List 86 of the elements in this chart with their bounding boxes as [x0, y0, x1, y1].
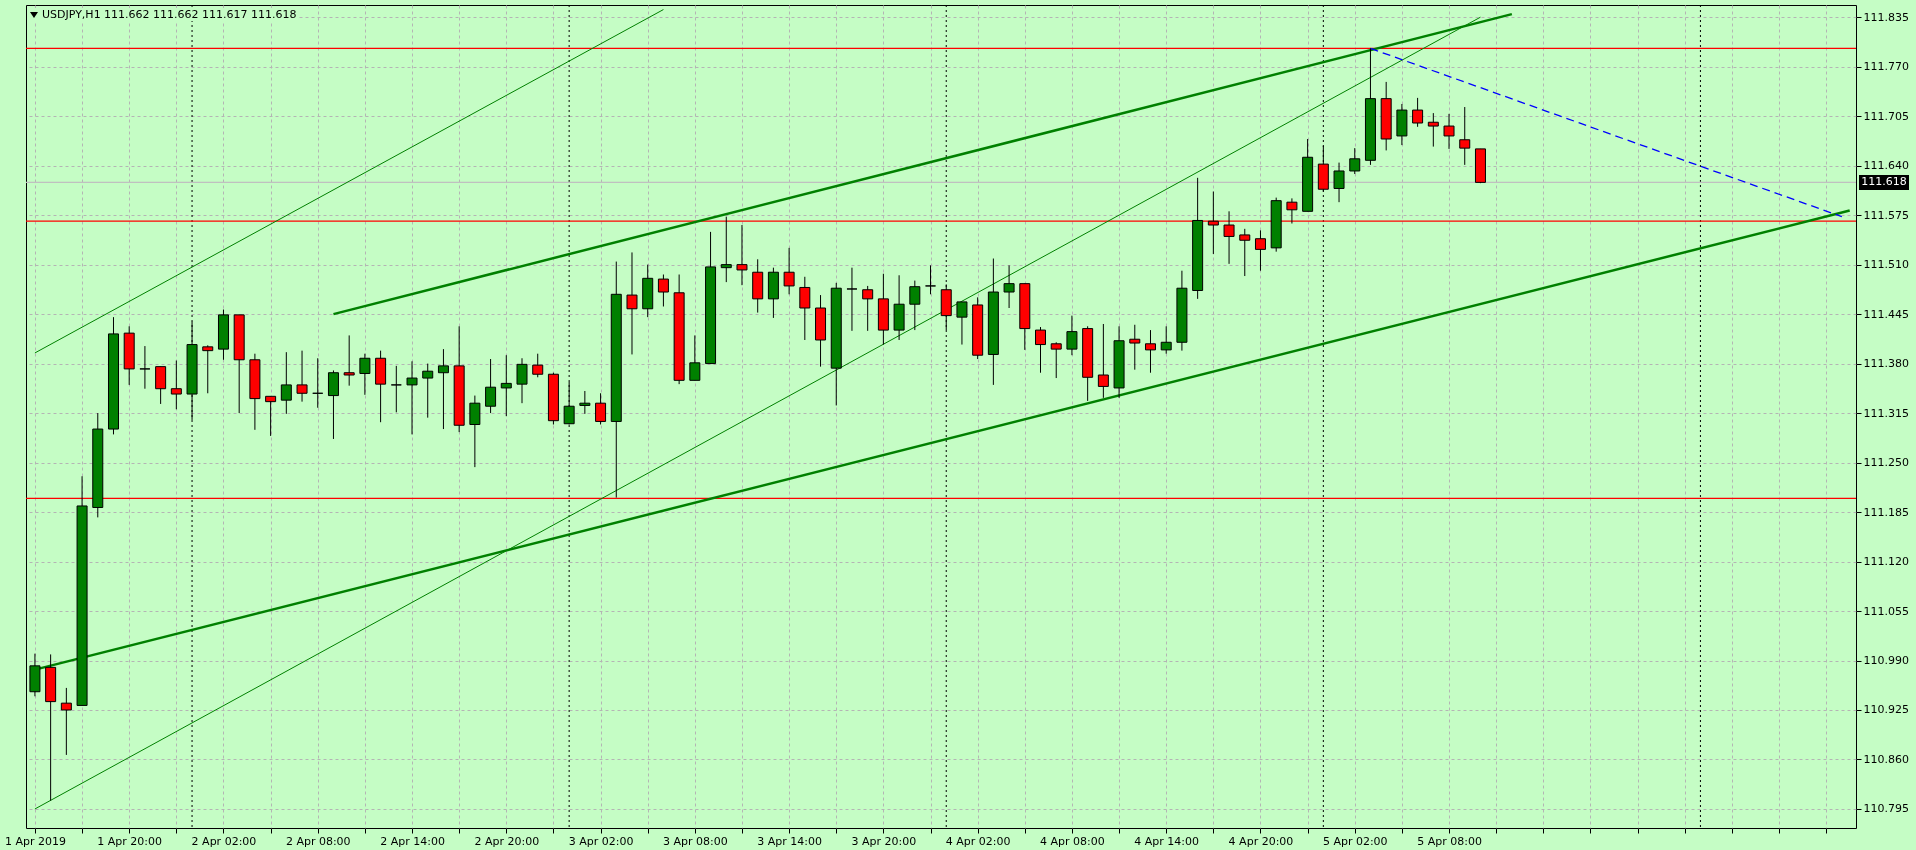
x-tick-label: 3 Apr 20:00: [851, 834, 917, 848]
y-tick-label: 111.315: [1863, 406, 1909, 420]
y-tick-label: 111.575: [1863, 208, 1909, 222]
candlestick: [516, 357, 528, 404]
chart-title: USDJPY,H1 111.662 111.662 111.617 111.618: [42, 8, 297, 21]
ref-line-label: 111.618: [1861, 175, 1907, 189]
candlestick: [925, 264, 937, 295]
candlestick: [202, 344, 214, 394]
candlestick: [657, 274, 669, 307]
candlestick: [1333, 162, 1345, 203]
candlestick: [359, 353, 371, 396]
candlestick: [1035, 326, 1047, 374]
x-tick-label: 1 Apr 2019: [4, 834, 66, 848]
candlestick: [485, 358, 497, 414]
candlestick: [783, 247, 795, 295]
y-tick-label: 111.770: [1863, 60, 1909, 74]
candlestick: [60, 687, 72, 756]
y-tick-label: 111.835: [1863, 10, 1909, 24]
candlestick: [139, 345, 151, 390]
y-tick-label: 111.055: [1863, 604, 1909, 618]
candlestick: [343, 334, 355, 387]
x-tick-label: 4 Apr 08:00: [1040, 834, 1105, 848]
candlestick: [155, 366, 167, 405]
candlestick: [862, 285, 874, 332]
candlestick: [1050, 341, 1062, 379]
candlestick: [909, 280, 921, 331]
y-tick-label: 110.795: [1863, 802, 1909, 816]
candlestick: [327, 369, 339, 440]
candlestick: [595, 392, 607, 425]
candlestick: [720, 216, 732, 283]
candlestick: [1254, 229, 1266, 272]
candlestick: [1066, 315, 1078, 356]
y-tick-label: 111.185: [1863, 505, 1909, 519]
candlestick: [1443, 113, 1455, 150]
y-tick-label: 111.445: [1863, 307, 1909, 321]
candlestick: [1097, 323, 1109, 399]
candlestick: [736, 224, 748, 286]
candlestick: [265, 395, 277, 437]
candlestick: [500, 354, 512, 417]
x-tick-label: 2 Apr 20:00: [474, 834, 540, 848]
x-tick-label: 3 Apr 14:00: [757, 834, 822, 848]
candlestick: [1349, 147, 1361, 175]
x-tick-label: 4 Apr 02:00: [945, 834, 1011, 848]
x-tick-label: 5 Apr 08:00: [1417, 834, 1482, 848]
x-tick-label: 4 Apr 20:00: [1228, 834, 1294, 848]
candlestick: [1145, 329, 1156, 374]
candlestick: [846, 267, 858, 332]
y-tick-label: 111.510: [1863, 258, 1909, 272]
candlestick: [170, 360, 182, 410]
x-tick-label: 2 Apr 14:00: [380, 834, 445, 848]
candlestick: [280, 351, 292, 415]
candlestick: [799, 276, 811, 341]
candlestick: [1129, 324, 1141, 371]
y-tick-label: 110.990: [1863, 654, 1909, 668]
candlestick: [956, 301, 968, 346]
x-tick-label: 3 Apr 02:00: [568, 834, 634, 848]
candlestick: [1459, 106, 1471, 166]
candlestick: [1160, 325, 1172, 355]
x-tick-label: 5 Apr 02:00: [1322, 834, 1388, 848]
y-tick-label: 111.705: [1863, 109, 1909, 123]
candlestick: [689, 334, 701, 381]
x-tick-label: 2 Apr 02:00: [191, 834, 257, 848]
y-tick-label: 111.640: [1863, 159, 1909, 173]
candlestick: [1427, 112, 1439, 148]
candlestick: [579, 390, 591, 415]
x-tick-label: 3 Apr 08:00: [662, 834, 728, 848]
candlestick: [437, 348, 449, 430]
candlestick: [532, 353, 544, 378]
candlestick: [626, 251, 638, 355]
candlestick: [469, 395, 481, 468]
candlestick: [312, 357, 324, 409]
candlestick: [390, 365, 402, 413]
x-tick-label: 4 Apr 14:00: [1134, 834, 1200, 848]
x-tick-label: 1 Apr 20:00: [97, 834, 163, 848]
y-tick-label: 110.925: [1863, 703, 1909, 717]
candlestick: [1003, 264, 1015, 309]
candlestick: [1239, 228, 1251, 277]
y-tick-label: 111.250: [1863, 456, 1909, 470]
candlestick: [296, 350, 308, 403]
y-tick-label: 110.860: [1863, 752, 1909, 766]
y-tick-label: 111.120: [1863, 555, 1909, 569]
candlestick: [406, 360, 418, 435]
candlestick: [1412, 97, 1424, 128]
y-tick-label: 111.380: [1863, 357, 1909, 371]
x-tick-label: 2 Apr 08:00: [285, 834, 351, 848]
candlestick: [422, 363, 434, 419]
